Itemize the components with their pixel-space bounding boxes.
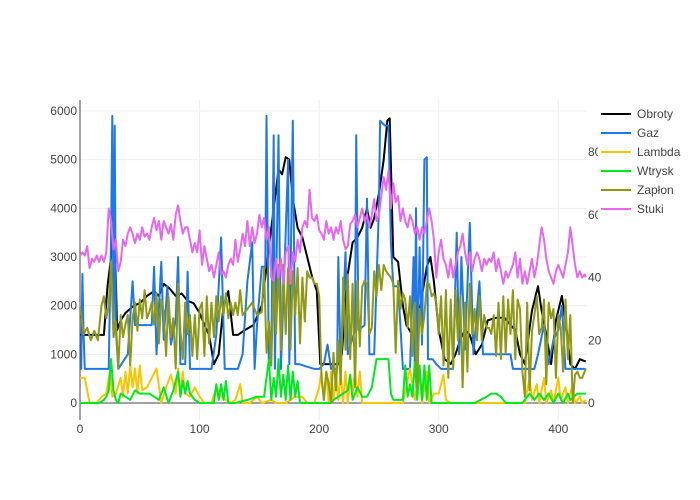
series-line-stuki (80, 169, 587, 285)
legend-label: Stuki (637, 202, 664, 216)
y-left-tick-label: 4000 (50, 201, 77, 215)
x-tick-label: 0 (77, 422, 84, 436)
legend-label: Wtrysk (637, 164, 675, 178)
y-right-tick-label: 20 (588, 333, 602, 347)
y-left-tick-label: 1000 (50, 347, 77, 361)
legend-item-lambda[interactable]: Lambda (601, 145, 681, 159)
series-line-zapłon (80, 260, 587, 404)
legend-background (598, 103, 696, 223)
y-left-tick-label: 3000 (50, 250, 77, 264)
x-tick-label: 100 (190, 422, 210, 436)
y-right-tick-label: 40 (588, 271, 602, 285)
y-left-tick-label: 2000 (50, 299, 77, 313)
x-tick-label: 200 (309, 422, 329, 436)
y-right-tick-label: 0 (588, 396, 595, 410)
legend-item-zapłon[interactable]: Zapłon (601, 183, 674, 197)
y-left-tick-label: 5000 (50, 153, 77, 167)
legend-item-gaz[interactable]: Gaz (601, 126, 659, 140)
plot-area (80, 114, 587, 404)
legend-label: Obroty (637, 107, 673, 121)
legend-label: Lambda (637, 145, 681, 159)
x-tick-label: 400 (548, 422, 568, 436)
series-line-wtrysk (80, 358, 586, 404)
x-tick-label: 300 (429, 422, 449, 436)
legend-label: Zapłon (637, 183, 674, 197)
legend-item-wtrysk[interactable]: Wtrysk (601, 164, 675, 178)
legend-item-stuki[interactable]: Stuki (601, 202, 664, 216)
y-left-tick-label: 6000 (50, 104, 77, 118)
legend-label: Gaz (637, 126, 659, 140)
legend: Obroty Gaz Lambda Wtrysk Zapłon Stuki (598, 103, 696, 223)
series-line-gaz (80, 114, 586, 370)
gridlines (79, 100, 587, 420)
y-left-tick-label: 0 (70, 396, 77, 410)
legend-item-obroty[interactable]: Obroty (601, 107, 673, 121)
